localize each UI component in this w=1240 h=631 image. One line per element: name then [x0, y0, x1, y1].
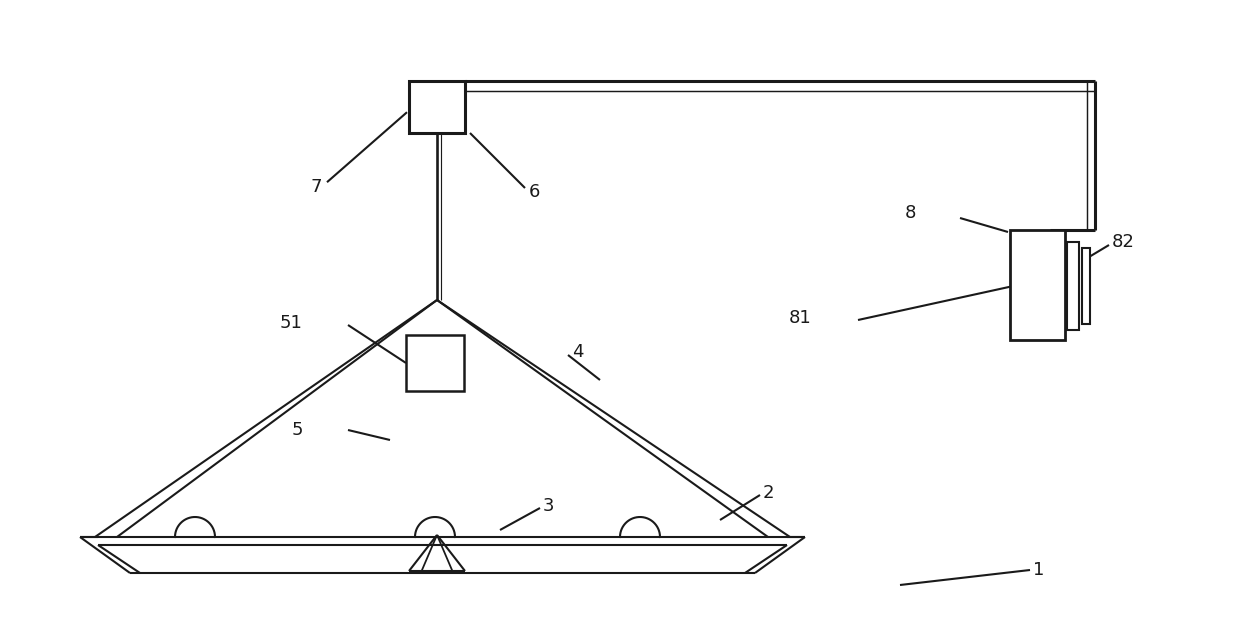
Text: 4: 4: [572, 343, 584, 361]
Text: 2: 2: [763, 484, 775, 502]
Text: 51: 51: [279, 314, 303, 332]
Text: 5: 5: [291, 421, 303, 439]
Bar: [1083, 248, 1090, 324]
Text: 3: 3: [543, 497, 554, 515]
Bar: [1011, 230, 1065, 340]
Text: 1: 1: [1033, 561, 1044, 579]
Text: 6: 6: [529, 183, 541, 201]
Text: 8: 8: [905, 204, 916, 222]
Bar: [409, 81, 465, 133]
Text: 82: 82: [1112, 233, 1135, 251]
Bar: [405, 335, 464, 391]
Bar: [1066, 242, 1079, 330]
Text: 7: 7: [310, 178, 322, 196]
Text: 81: 81: [789, 309, 812, 327]
